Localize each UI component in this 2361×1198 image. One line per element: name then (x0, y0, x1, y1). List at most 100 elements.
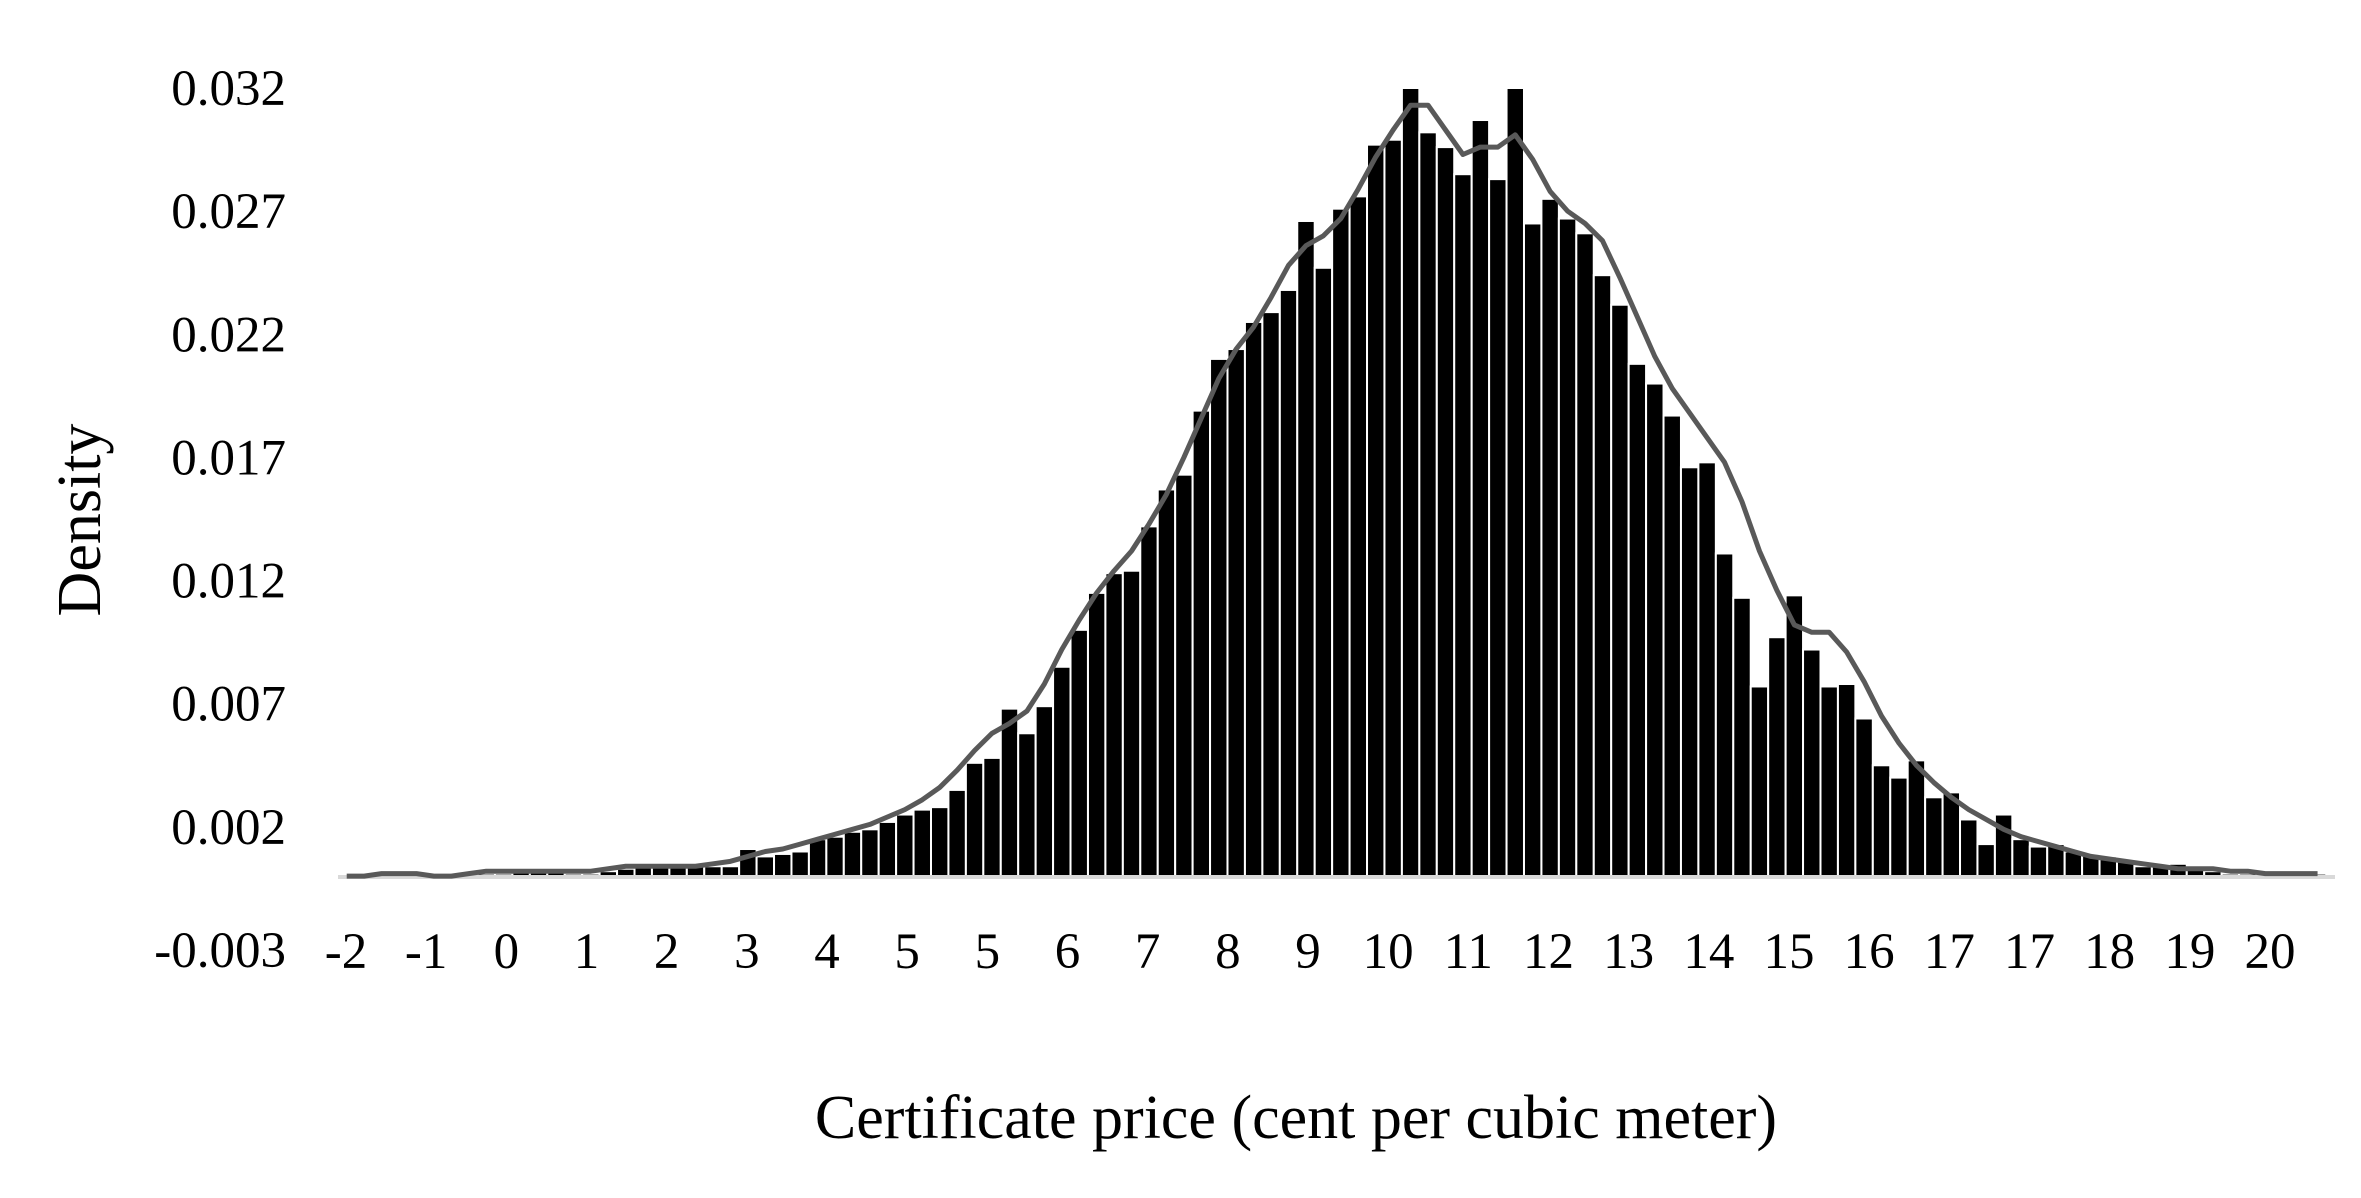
histogram-bar (1819, 685, 1839, 878)
histogram-bar (1959, 818, 1979, 878)
x-tick-label: 20 (2245, 924, 2296, 980)
density-curve-layer (346, 102, 2318, 879)
histogram-bar (1592, 274, 1613, 878)
histogram-bar (1086, 591, 1107, 878)
histogram-bar (1034, 705, 1055, 878)
x-tick-label: 10 (1363, 924, 1414, 980)
histogram-bars (337, 87, 2328, 878)
histogram-bar (1732, 596, 1752, 878)
histogram-bar (1017, 732, 1037, 878)
histogram-bar (1191, 409, 1212, 878)
histogram-bar (807, 838, 828, 878)
histogram-bar (773, 852, 793, 878)
x-tick-label: 9 (1295, 924, 1321, 980)
histogram-bar (1052, 665, 1072, 878)
x-tick-label: -2 (325, 924, 367, 980)
histogram-bar (1313, 266, 1334, 878)
histogram-bar (1069, 628, 1089, 878)
y-tick-label: 0.022 (171, 307, 286, 363)
histogram-bar (1906, 759, 1927, 878)
histogram-bar (1679, 466, 1700, 878)
histogram-bar (1296, 219, 1316, 878)
histogram-bar (947, 788, 967, 878)
histogram-bar (1976, 843, 1996, 878)
histogram-bar (1522, 222, 1543, 878)
histogram-bar (930, 806, 950, 878)
histogram-bar (1435, 146, 1456, 878)
histogram-bar (842, 830, 863, 878)
histogram-bar (1836, 683, 1857, 878)
x-tick-label: -1 (405, 924, 447, 980)
histogram-bar (1714, 552, 1735, 878)
histogram-bar (1488, 178, 1508, 878)
histogram-bar (877, 820, 898, 878)
histogram-bar (1209, 357, 1229, 878)
histogram-bar (1505, 87, 1525, 878)
histogram-bar (1854, 717, 1874, 878)
x-tick-label: 16 (1844, 924, 1895, 980)
x-tick-label: 11 (1444, 924, 1493, 980)
histogram-bar (1749, 685, 1770, 878)
x-tick-label: 5 (894, 924, 920, 980)
histogram-bar (790, 850, 810, 878)
histogram-bar (1174, 473, 1194, 878)
x-tick-label: 2 (654, 924, 680, 980)
x-tick-label: 12 (1523, 924, 1574, 980)
histogram-bar (1627, 362, 1648, 878)
histogram-bar (1610, 303, 1630, 878)
histogram-bar (982, 756, 1002, 878)
histogram-bar (1697, 461, 1717, 878)
histogram-bar (912, 808, 932, 878)
histogram-bar (860, 828, 880, 878)
histogram-bar (1348, 195, 1369, 878)
x-tick-label: 7 (1135, 924, 1161, 980)
x-tick-label: 15 (1764, 924, 1815, 980)
histogram-bar (1645, 382, 1665, 878)
histogram-bar (1889, 776, 1909, 878)
histogram-bar (825, 835, 845, 878)
x-axis-tick-labels: -2 -1 0 1 2 3 4 5 5 6 7 8 9 10 11 12 13 14 15 16 17 17 18 19 20 (325, 924, 2296, 980)
y-tick-label: 0.017 (171, 430, 286, 486)
x-tick-label: 17 (2004, 924, 2055, 980)
histogram-bar (2133, 865, 2153, 878)
histogram-bar (2011, 838, 2031, 878)
histogram-bar (1226, 348, 1246, 878)
histogram-bar (964, 761, 985, 878)
x-tick-label: 14 (1683, 924, 1734, 980)
histogram-bar (1121, 569, 1142, 878)
x-tick-label: 18 (2084, 924, 2135, 980)
histogram-bar (720, 865, 741, 878)
histogram-bar (1243, 320, 1264, 878)
y-tick-label: -0.003 (154, 923, 286, 979)
histogram-bar (755, 855, 776, 878)
histogram-bar (1871, 764, 1892, 878)
histogram-bar (1400, 87, 1421, 878)
histogram-bar (1557, 217, 1578, 878)
x-tick-label: 13 (1603, 924, 1654, 980)
y-tick-label: 0.032 (171, 61, 286, 117)
histogram-bar (1453, 173, 1473, 878)
y-axis-tick-labels: 0.032 0.027 0.022 0.017 0.012 0.007 0.002 -0.00… (154, 61, 286, 979)
histogram-bar (1924, 796, 1944, 878)
histogram-bar (1941, 791, 1962, 878)
y-axis-title: Density (46, 424, 114, 617)
histogram-bar (1662, 414, 1682, 878)
histogram-bar (1767, 636, 1787, 878)
histogram-bar (1104, 572, 1124, 878)
histogram-bar (1575, 232, 1595, 878)
histogram-bar (1156, 488, 1177, 878)
x-tick-label: 0 (494, 924, 520, 980)
y-tick-label: 0.007 (171, 677, 286, 733)
histogram-bar (2028, 845, 2049, 878)
x-tick-label: 6 (1055, 924, 1081, 980)
y-tick-label: 0.027 (171, 184, 286, 240)
histogram-bar (1784, 594, 1805, 878)
y-tick-label: 0.002 (171, 800, 286, 856)
y-tick-label: 0.012 (171, 554, 286, 610)
x-axis-title: Certificate price (cent per cubic meter) (815, 1084, 1777, 1152)
x-tick-label: 8 (1215, 924, 1241, 980)
histogram-bar (1366, 143, 1386, 878)
density-curve-line (346, 102, 2318, 879)
x-tick-label: 19 (2164, 924, 2215, 980)
